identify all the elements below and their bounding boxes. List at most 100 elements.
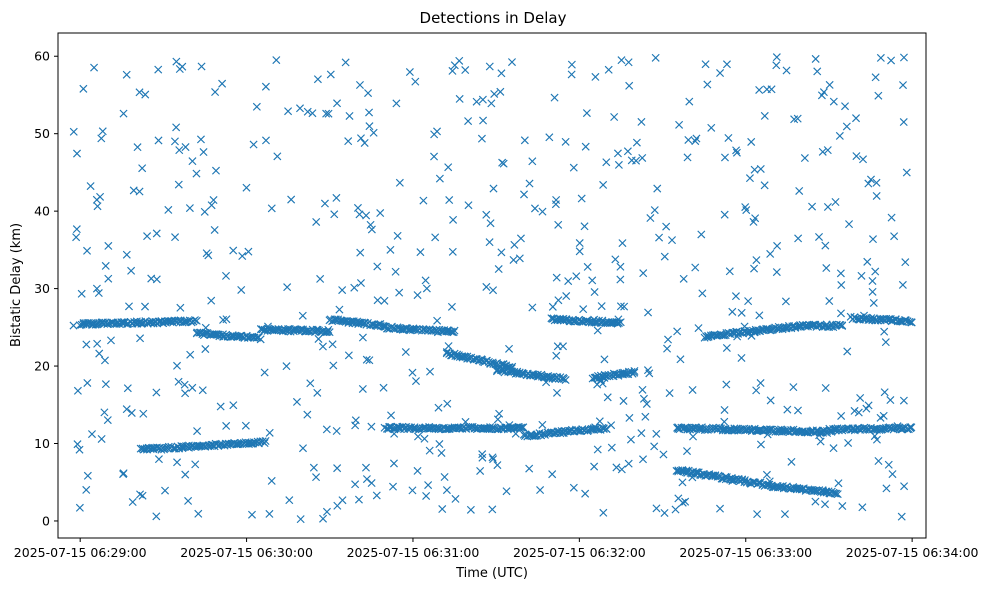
scatter-point bbox=[320, 199, 329, 208]
scatter-point bbox=[445, 196, 454, 205]
scatter-point bbox=[564, 277, 573, 286]
scatter-point bbox=[326, 70, 335, 79]
scatter-point bbox=[639, 269, 648, 278]
track-point bbox=[589, 424, 598, 433]
scatter-point bbox=[520, 190, 529, 199]
scatter-point bbox=[435, 440, 444, 449]
track-point bbox=[602, 424, 611, 433]
scatter-point bbox=[870, 432, 879, 441]
scatter-point bbox=[789, 383, 798, 392]
scatter-point bbox=[438, 505, 447, 514]
scatter-point bbox=[493, 415, 502, 424]
scatter-point bbox=[176, 303, 185, 312]
scatter-point bbox=[750, 264, 759, 273]
scatter-point bbox=[783, 405, 792, 414]
scatter-point bbox=[216, 402, 225, 411]
chart-title: Detections in Delay bbox=[420, 9, 567, 27]
scatter-point bbox=[83, 378, 92, 387]
track-point bbox=[682, 466, 691, 475]
scatter-point bbox=[211, 88, 220, 97]
scatter-point bbox=[193, 427, 202, 436]
scatter-point bbox=[367, 422, 376, 431]
scatter-point bbox=[858, 503, 867, 512]
scatter-point bbox=[420, 434, 429, 443]
scatter-point bbox=[509, 255, 518, 264]
scatter-point bbox=[411, 77, 420, 86]
scatter-point bbox=[129, 186, 138, 195]
scatter-point bbox=[794, 234, 803, 243]
scatter-point bbox=[449, 215, 458, 224]
scatter-point bbox=[424, 481, 433, 490]
scatter-point bbox=[755, 85, 764, 94]
scatter-point bbox=[572, 272, 581, 281]
scatter-point bbox=[430, 152, 439, 161]
scatter-point bbox=[624, 459, 633, 468]
scatter-point bbox=[766, 396, 775, 405]
scatter-point bbox=[373, 262, 382, 271]
scatter-point bbox=[874, 456, 883, 466]
scatter-point bbox=[651, 53, 660, 62]
scatter-point bbox=[641, 412, 650, 421]
scatter-point bbox=[405, 68, 414, 77]
scatter-point bbox=[581, 142, 590, 151]
scatter-point bbox=[872, 435, 881, 444]
scatter-point bbox=[93, 339, 102, 348]
scatter-point bbox=[716, 69, 725, 78]
scatter-point bbox=[335, 305, 344, 314]
scatter-point bbox=[180, 380, 189, 389]
scatter-point bbox=[612, 463, 621, 472]
scatter-point bbox=[174, 377, 183, 386]
track-point bbox=[555, 314, 564, 323]
y-axis: 0 10 20 30 40 50 60 bbox=[34, 49, 58, 528]
scatter-point bbox=[825, 297, 834, 306]
scatter-point bbox=[559, 342, 568, 351]
scatter-point bbox=[161, 486, 170, 495]
scatter-point bbox=[136, 334, 145, 343]
scatter-point bbox=[185, 204, 194, 213]
scatter-point bbox=[652, 429, 661, 438]
scatter-point bbox=[466, 505, 475, 514]
scatter-point bbox=[490, 89, 499, 98]
scatter-point bbox=[494, 265, 503, 274]
scatter-point bbox=[813, 67, 822, 76]
track-point bbox=[867, 314, 876, 323]
scatter-point bbox=[287, 195, 296, 204]
scatter-point bbox=[845, 220, 854, 229]
scatter-point bbox=[207, 201, 216, 210]
scatter-point bbox=[850, 406, 859, 415]
scatter-point bbox=[691, 263, 700, 272]
x-tick-label: 2025-07-15 06:33:00 bbox=[679, 545, 812, 560]
scatter-point bbox=[351, 480, 360, 489]
scatter-point bbox=[624, 58, 633, 67]
scatter-point bbox=[488, 453, 497, 462]
scatter-point bbox=[829, 97, 838, 106]
scatter-point bbox=[358, 384, 367, 393]
scatter-point bbox=[200, 207, 209, 216]
track-point bbox=[859, 314, 868, 323]
scatter-point bbox=[154, 65, 163, 74]
scatter-point bbox=[617, 56, 626, 65]
scatter-point bbox=[741, 203, 750, 212]
scatter-point bbox=[476, 466, 485, 475]
scatter-point bbox=[868, 287, 877, 296]
scatter-point bbox=[836, 269, 845, 278]
y-tick-label: 0 bbox=[42, 513, 50, 528]
scatter-point bbox=[322, 507, 331, 516]
track-point bbox=[832, 489, 841, 498]
scatter-point bbox=[737, 353, 746, 362]
x-tick-label: 2025-07-15 06:30:00 bbox=[180, 545, 313, 560]
scatter-point bbox=[298, 444, 307, 453]
scatter-point bbox=[520, 136, 529, 145]
track-point bbox=[876, 314, 885, 323]
scatter-point bbox=[355, 80, 364, 90]
scatter-point bbox=[391, 267, 400, 276]
scatter-point bbox=[444, 163, 453, 172]
scatter-point bbox=[447, 302, 456, 311]
track-point bbox=[907, 318, 916, 327]
scatter-point bbox=[395, 288, 404, 297]
scatter-point bbox=[333, 501, 342, 510]
scatter-point bbox=[365, 108, 374, 117]
scatter-point bbox=[685, 97, 694, 106]
track-point bbox=[432, 325, 441, 334]
track-point bbox=[507, 364, 516, 373]
